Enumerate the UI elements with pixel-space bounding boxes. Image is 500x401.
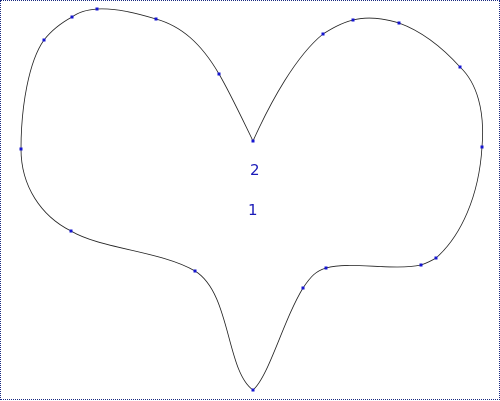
control-point[interactable]: [398, 22, 401, 25]
control-point[interactable]: [218, 73, 221, 76]
control-point[interactable]: [420, 264, 423, 267]
control-point[interactable]: [459, 66, 462, 69]
control-point[interactable]: [252, 389, 255, 392]
control-point[interactable]: [481, 146, 484, 149]
control-point[interactable]: [43, 39, 46, 42]
control-point[interactable]: [70, 230, 73, 233]
control-point[interactable]: [302, 287, 305, 290]
region-label-upper: 2: [250, 161, 260, 179]
control-point[interactable]: [325, 267, 328, 270]
closed-spline-curve: [21, 9, 483, 390]
control-point[interactable]: [155, 18, 158, 21]
control-point[interactable]: [194, 270, 197, 273]
control-point[interactable]: [20, 148, 23, 151]
control-point[interactable]: [352, 19, 355, 22]
region-label-lower: 1: [248, 201, 258, 219]
control-point[interactable]: [252, 140, 255, 143]
control-point[interactable]: [96, 8, 99, 11]
control-point[interactable]: [435, 257, 438, 260]
control-point[interactable]: [71, 16, 74, 19]
control-point[interactable]: [322, 33, 325, 36]
